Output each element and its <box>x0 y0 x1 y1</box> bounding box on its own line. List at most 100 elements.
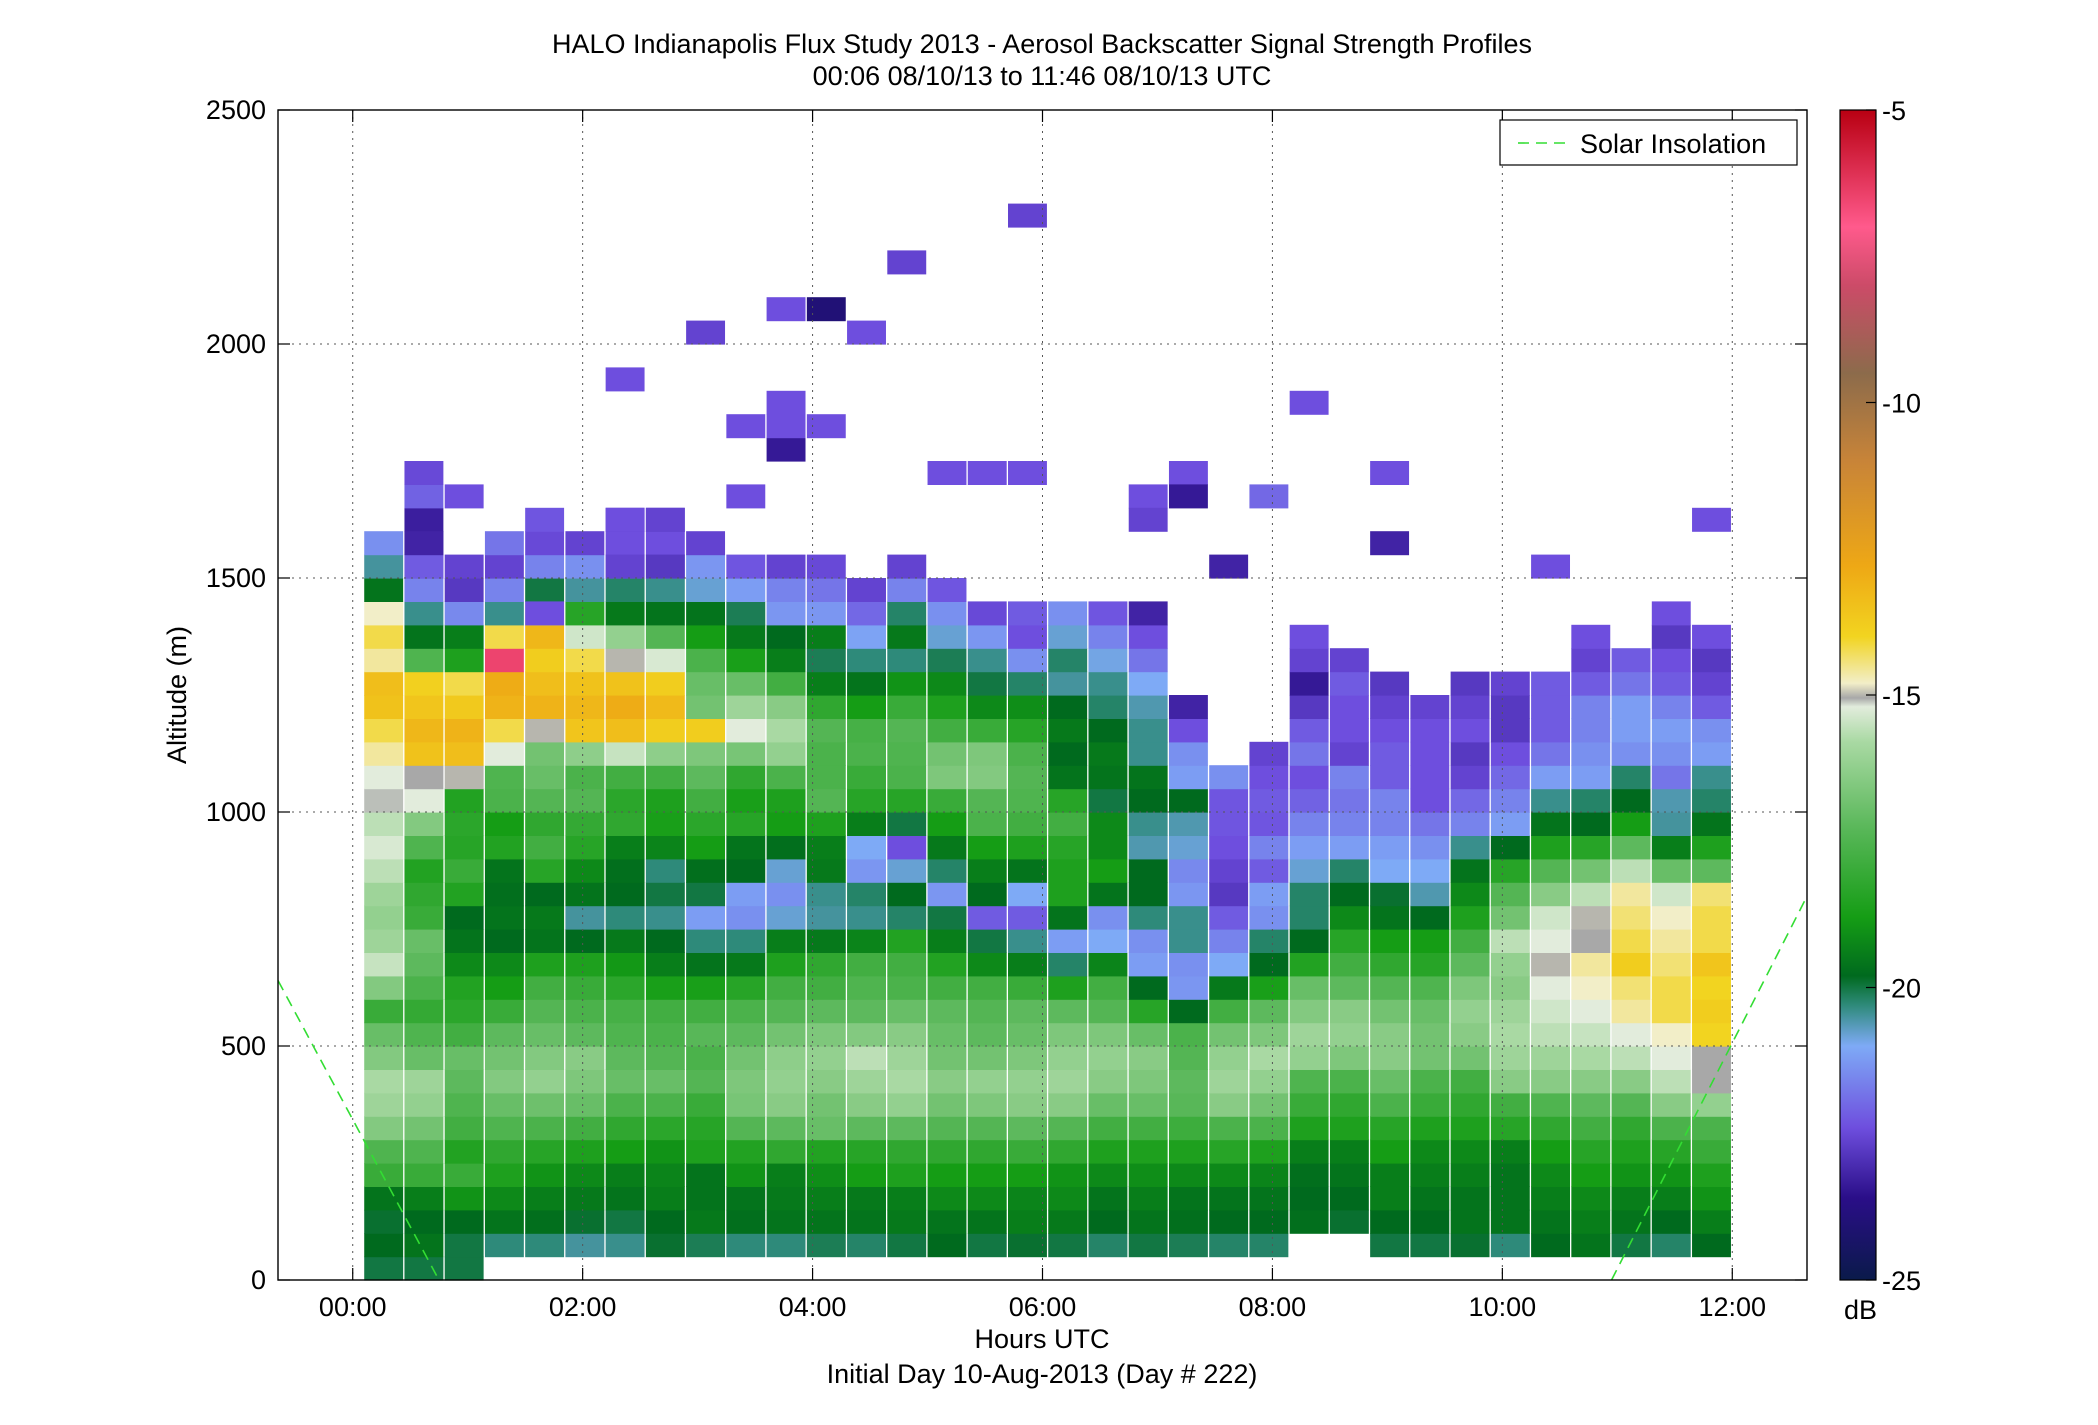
heatmap-cell <box>1168 695 1208 719</box>
heatmap-cell <box>766 1022 806 1047</box>
heatmap-cell <box>766 1209 806 1234</box>
colorbar-tick-label: -20 <box>1882 974 1921 1004</box>
heatmap-cell <box>1410 1163 1450 1187</box>
heatmap-cell <box>847 835 886 860</box>
heatmap-cell <box>1611 812 1651 836</box>
heatmap-cell <box>847 1022 886 1047</box>
heatmap-cell <box>1571 741 1611 766</box>
heatmap-cell <box>806 1209 846 1234</box>
heatmap-cell <box>605 507 645 532</box>
heatmap-cell <box>1571 718 1611 743</box>
heatmap-cell <box>1329 1116 1369 1141</box>
heatmap-cell <box>605 952 645 977</box>
heatmap-cell <box>847 578 886 602</box>
heatmap-cell <box>444 765 484 790</box>
heatmap-cell <box>686 1163 726 1187</box>
heatmap-cell <box>364 1233 404 1258</box>
heatmap-cell <box>1289 1163 1329 1187</box>
heatmap-cell <box>1329 765 1369 790</box>
heatmap-cell <box>927 975 967 1000</box>
heatmap-cell <box>726 741 766 766</box>
heatmap-cell <box>1651 1139 1691 1164</box>
heatmap-cell <box>927 882 967 907</box>
heatmap-cell <box>444 1139 484 1164</box>
heatmap-cell <box>404 484 444 509</box>
heatmap-cell <box>1249 975 1289 1000</box>
heatmap-cell <box>565 1116 605 1141</box>
heatmap-cell <box>1571 648 1611 673</box>
heatmap-cell <box>766 1092 806 1117</box>
heatmap-cell <box>645 952 685 977</box>
heatmap-cell <box>444 624 484 649</box>
heatmap-cell <box>1531 1186 1571 1211</box>
heatmap-cell <box>645 695 685 719</box>
heatmap-cell <box>1490 1116 1530 1141</box>
heatmap-cell <box>1651 741 1691 766</box>
heatmap-cell <box>927 624 967 649</box>
heatmap-cell <box>1651 1092 1691 1117</box>
heatmap-cell <box>847 624 886 649</box>
heatmap-cell <box>1692 835 1731 860</box>
heatmap-cell <box>1168 999 1208 1024</box>
heatmap-cell <box>887 999 927 1024</box>
heatmap-cell <box>364 905 404 930</box>
heatmap-cell <box>967 461 1007 485</box>
heatmap-cell <box>404 975 444 1000</box>
heatmap-cell <box>1008 461 1047 485</box>
heatmap-cell <box>1692 765 1731 790</box>
heatmap-cell <box>1088 1233 1128 1258</box>
heatmap-cell <box>1209 1069 1249 1094</box>
heatmap-cell <box>726 648 766 673</box>
heatmap-cell <box>1490 741 1530 766</box>
heatmap-cell <box>686 531 726 556</box>
heatmap-cell <box>1329 671 1369 696</box>
heatmap-cell <box>1571 1092 1611 1117</box>
heatmap-cell <box>1571 1116 1611 1141</box>
heatmap-cell <box>1128 484 1168 509</box>
heatmap-cell <box>1329 695 1369 719</box>
heatmap-cell <box>525 1233 565 1258</box>
heatmap-cell <box>1651 671 1691 696</box>
solar-insolation-lines <box>277 895 1808 1281</box>
heatmap-cell <box>1370 1046 1410 1070</box>
heatmap-cell <box>1611 788 1651 813</box>
heatmap-cell <box>645 718 685 743</box>
heatmap-cell <box>645 1092 685 1117</box>
heatmap-cell <box>1410 999 1450 1024</box>
heatmap-cell <box>1048 671 1088 696</box>
heatmap-cell <box>806 858 846 883</box>
heatmap-cell <box>887 1139 927 1164</box>
heatmap-cell <box>847 741 886 766</box>
heatmap-cell <box>887 1163 927 1187</box>
heatmap-cell <box>967 975 1007 1000</box>
heatmap-cell <box>1289 952 1329 977</box>
heatmap-cell <box>645 1209 685 1234</box>
heatmap-cell <box>1329 741 1369 766</box>
heatmap-cell <box>766 601 806 626</box>
heatmap-cell <box>887 952 927 977</box>
heatmap-cell <box>1450 1069 1490 1094</box>
heatmap-cell <box>1611 1092 1651 1117</box>
heatmap-cell <box>1088 975 1128 1000</box>
heatmap-cell <box>726 1186 766 1211</box>
heatmap-cell <box>847 320 886 345</box>
heatmap-cell <box>1329 1046 1369 1070</box>
heatmap-cell <box>1410 718 1450 743</box>
heatmap-cell <box>605 554 645 579</box>
heatmap-cell <box>1088 858 1128 883</box>
heatmap-cell <box>645 975 685 1000</box>
heatmap-cell <box>444 1092 484 1117</box>
heatmap-cell <box>1168 461 1208 485</box>
heatmap-cell <box>1490 1209 1530 1234</box>
heatmap-cell <box>404 718 444 743</box>
heatmap-cell <box>1048 741 1088 766</box>
heatmap-cell <box>1008 601 1047 626</box>
heatmap-cell <box>1209 929 1249 953</box>
heatmap-cell <box>1008 648 1047 673</box>
heatmap-cell <box>766 624 806 649</box>
heatmap-cell <box>766 554 806 579</box>
heatmap-cell <box>565 1163 605 1187</box>
heatmap-cell <box>1692 1046 1731 1070</box>
heatmap-cell <box>1450 929 1490 953</box>
heatmap-cell <box>1651 624 1691 649</box>
